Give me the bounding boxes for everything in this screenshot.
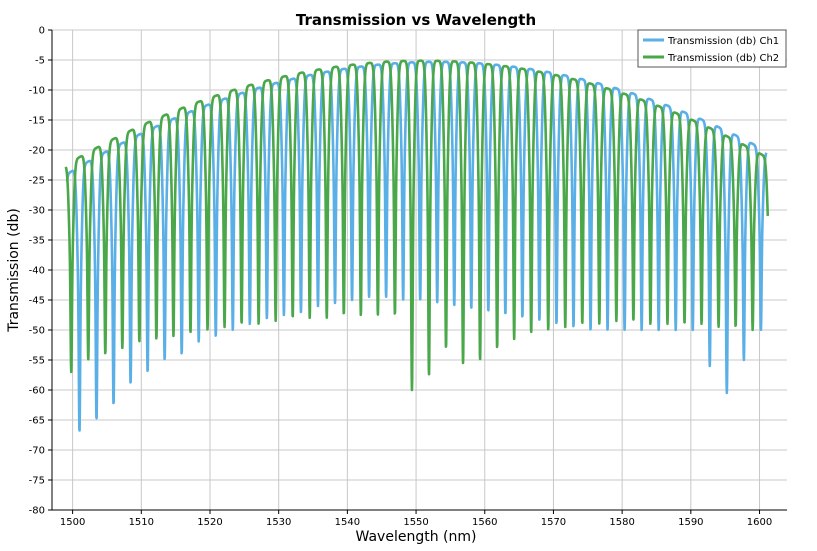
chart-title: Transmission vs Wavelength — [296, 11, 536, 29]
y-tick-label: -10 — [29, 86, 45, 97]
axes — [48, 29, 787, 514]
legend: Transmission (db) Ch1 Transmission (db) … — [637, 29, 787, 68]
y-tick-label: -80 — [29, 506, 45, 517]
series-layer — [64, 59, 770, 432]
y-tick-label: -60 — [29, 386, 45, 397]
x-tick-label: 1580 — [609, 517, 634, 528]
y-tick-label: -35 — [29, 236, 45, 247]
y-tick-label: -70 — [29, 446, 45, 457]
y-tick-label: -5 — [35, 56, 45, 67]
x-tick-label: 1530 — [266, 517, 291, 528]
x-tick-label: 1590 — [678, 517, 703, 528]
legend-label-ch2: Transmission (db) Ch2 — [667, 53, 779, 64]
y-tick-label: -50 — [29, 326, 45, 337]
x-tick-label: 1550 — [403, 517, 428, 528]
y-tick-label: -75 — [29, 476, 45, 487]
series-line-ch2 — [64, 59, 770, 392]
x-tick-label: 1520 — [197, 517, 222, 528]
y-tick-label: 0 — [39, 26, 45, 37]
x-tick-label: 1600 — [747, 517, 772, 528]
legend-box — [637, 29, 787, 68]
y-axis-title: Transmission (db) — [6, 208, 22, 333]
y-tick-label: -30 — [29, 206, 45, 217]
y-tick-label: -45 — [29, 296, 45, 307]
x-tick-label: 1500 — [60, 517, 85, 528]
tick-labels: 0 -5 -10 -15 -20 -25 -30 -35 -40 -45 -50 -55 -60 -65 -… — [29, 26, 773, 529]
y-tick-label: -40 — [29, 266, 45, 277]
y-tick-label: -65 — [29, 416, 45, 427]
x-tick-label: 1570 — [541, 517, 566, 528]
x-tick-label: 1560 — [472, 517, 497, 528]
y-tick-label: -55 — [29, 356, 45, 367]
y-tick-label: -20 — [29, 146, 45, 157]
legend-label-ch1: Transmission (db) Ch1 — [667, 36, 779, 47]
y-tick-label: -15 — [29, 116, 45, 127]
x-tick-label: 1540 — [335, 517, 360, 528]
x-axis-title: Wavelength (nm) — [356, 529, 477, 545]
x-tick-label: 1510 — [129, 517, 154, 528]
y-tick-label: -25 — [29, 176, 45, 187]
